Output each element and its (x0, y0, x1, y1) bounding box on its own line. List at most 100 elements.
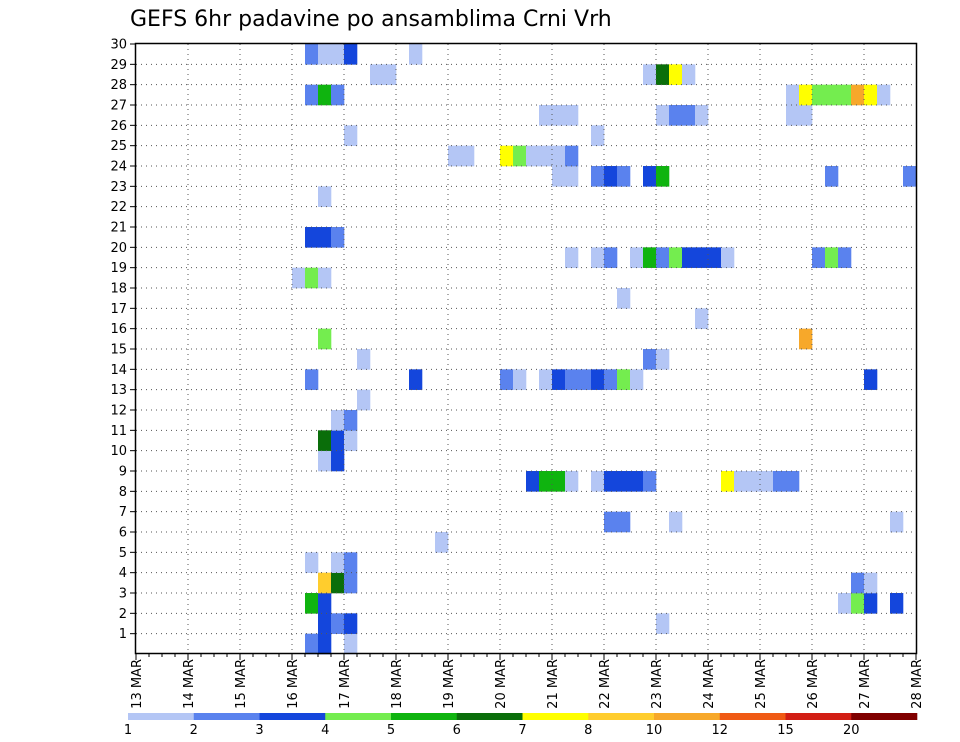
colorbar: 1 2 3 4 5 6 7 8 10 12 15 20 (124, 713, 918, 738)
y-tick-label: 6 (119, 526, 127, 541)
y-tick-label: 25 (110, 139, 127, 154)
x-tick-label: 28 MAR (910, 659, 925, 709)
heatmap-cell (591, 471, 605, 492)
x-tick-label: 20 MAR (494, 659, 509, 709)
heatmap-cell (539, 145, 553, 167)
heatmap-cell (851, 593, 865, 614)
heatmap-cell (305, 593, 319, 614)
heatmap-cell (331, 410, 345, 431)
x-tick-label: 23 MAR (650, 659, 665, 709)
y-tick-label: 24 (110, 160, 127, 175)
heatmap-cell (552, 369, 566, 390)
x-tick-label: 21 MAR (546, 659, 561, 709)
y-tick-label: 22 (110, 200, 127, 215)
heatmap-cell (591, 125, 605, 146)
colorbar-label: 15 (777, 723, 794, 738)
heatmap-cell (656, 64, 670, 85)
y-tick-label: 21 (110, 221, 127, 236)
x-tick-label: 14 MAR (182, 659, 197, 709)
heatmap-cell (305, 44, 319, 65)
heatmap-cell (695, 308, 709, 329)
heatmap-cell (669, 64, 683, 85)
heatmap-cell (825, 247, 839, 268)
chart-title: GEFS 6hr padavine po ansamblima Crni Vrh (130, 7, 612, 32)
heatmap-cell (643, 64, 657, 85)
heatmap-cell (838, 593, 852, 614)
heatmap-cell (799, 84, 813, 106)
heatmap-cell (864, 369, 878, 390)
y-tick-label: 28 (110, 78, 127, 93)
heatmap-cell (721, 471, 735, 492)
heatmap-cell (682, 64, 696, 85)
heatmap-cell (552, 166, 566, 187)
x-tick-label: 24 MAR (702, 659, 717, 709)
heatmap-cell (318, 267, 332, 289)
colorbar-segment (259, 713, 326, 720)
heatmap-cell (331, 450, 345, 472)
colorbar-segment (325, 713, 392, 720)
heatmap-cell (838, 84, 852, 106)
heatmap-cell (539, 105, 553, 126)
heatmap-cell (461, 145, 475, 167)
y-tick-label: 23 (110, 180, 127, 195)
heatmap-cell (331, 572, 345, 594)
heatmap-cell (656, 247, 670, 268)
y-tick-label: 8 (119, 485, 127, 500)
heatmap-cell (500, 145, 514, 167)
heatmap-cell (864, 84, 878, 106)
colorbar-label: 7 (518, 723, 526, 738)
heatmap-cell (786, 105, 800, 126)
heatmap-cell (838, 247, 852, 268)
heatmap-cell (292, 267, 306, 289)
heatmap-cell (344, 633, 358, 655)
heatmap-cell (565, 145, 579, 167)
y-tick-label: 12 (110, 404, 127, 419)
y-tick-label: 13 (110, 383, 127, 398)
heatmap-cell (825, 166, 839, 187)
x-tick-label: 19 MAR (442, 659, 457, 709)
colorbar-segment (851, 713, 918, 720)
heatmap-cell (318, 328, 332, 350)
colorbar-label: 3 (255, 723, 263, 738)
heatmap-cell (565, 369, 579, 390)
heatmap-cell (305, 369, 319, 390)
heatmap-cell (357, 349, 371, 370)
colorbar-label: 12 (711, 723, 728, 738)
y-tick-label: 29 (110, 58, 127, 73)
heatmap-cell (799, 105, 813, 126)
heatmap-cell (344, 552, 358, 573)
heatmap-cell (344, 613, 358, 634)
heatmap-cell (617, 288, 631, 309)
heatmap-cell (786, 471, 800, 492)
heatmap-cell (643, 349, 657, 370)
y-tick-label: 5 (119, 546, 127, 561)
heatmap-cell (617, 471, 631, 492)
colorbar-label: 2 (190, 723, 198, 738)
heatmap-cell (734, 471, 748, 492)
y-tick-label: 30 (110, 38, 127, 53)
heatmap-cell (318, 613, 332, 634)
heatmap-cell (656, 166, 670, 187)
x-axis: 13 MAR 14 MAR 15 MAR 16 MAR 17 MAR 18 MAR 19 M… (130, 654, 925, 709)
heatmap-cell (708, 247, 722, 268)
heatmap-cell (812, 84, 826, 106)
colorbar-segment (193, 713, 260, 720)
heatmap-cell (448, 145, 462, 167)
heatmap-cell (409, 44, 423, 65)
heatmap-cell (617, 369, 631, 390)
y-tick-label: 19 (110, 261, 127, 276)
heatmap-cell (656, 349, 670, 370)
heatmap-cell (630, 369, 644, 390)
heatmap-cell (903, 166, 917, 187)
x-tick-label: 22 MAR (598, 659, 613, 709)
colorbar-segment (391, 713, 458, 720)
heatmap-cell (812, 247, 826, 268)
heatmap-cell (799, 328, 813, 350)
heatmap-cell (591, 369, 605, 390)
heatmap-cell (565, 105, 579, 126)
heatmap-cell (318, 186, 332, 207)
heatmap-cell (669, 247, 683, 268)
colorbar-segment (719, 713, 786, 720)
x-tick-label: 16 MAR (286, 659, 301, 709)
